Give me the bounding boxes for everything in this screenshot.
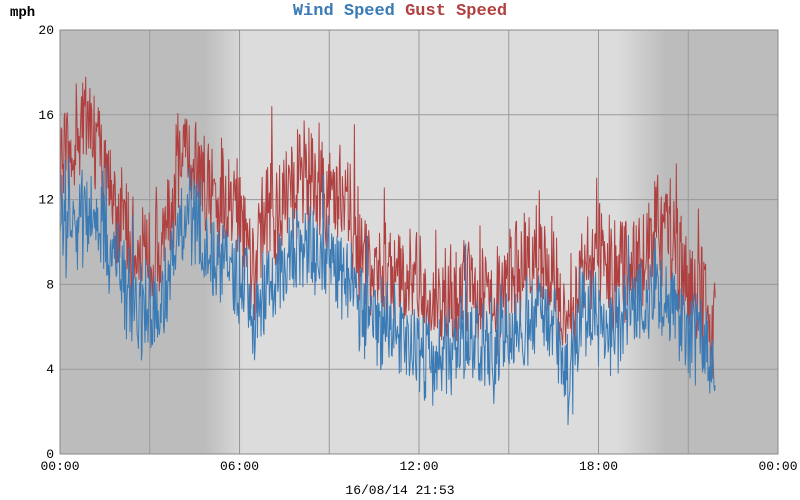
y-tick-label: 8 [46, 277, 54, 292]
chart-title: Wind Speed Gust Speed [293, 2, 507, 21]
legend-wind-speed: Wind Speed [293, 2, 395, 21]
series-line-wind-speed [59, 156, 716, 426]
y-tick-label: 16 [38, 108, 54, 123]
footer-timestamp: 16/08/14 21:53 [345, 483, 454, 498]
y-tick-label: 0 [46, 447, 54, 462]
y-tick-label: 4 [46, 362, 54, 377]
x-tick-label: 06:00 [220, 459, 259, 474]
y-tick-label: 12 [38, 193, 54, 208]
y-tick-label: 20 [38, 23, 54, 38]
y-tick-labels: 0 4 8 12 16 20 [38, 23, 54, 462]
x-tick-label: 00:00 [758, 459, 797, 474]
y-axis-label: mph [10, 5, 35, 21]
legend-gust-speed: Gust Speed [405, 2, 507, 21]
x-tick-label: 00:00 [40, 459, 79, 474]
x-tick-labels: 00:00 06:00 12:00 18:00 00:00 [40, 459, 797, 474]
x-tick-label: 18:00 [579, 459, 618, 474]
x-tick-label: 12:00 [399, 459, 438, 474]
series-layer [59, 76, 716, 426]
plot-border [59, 29, 779, 455]
